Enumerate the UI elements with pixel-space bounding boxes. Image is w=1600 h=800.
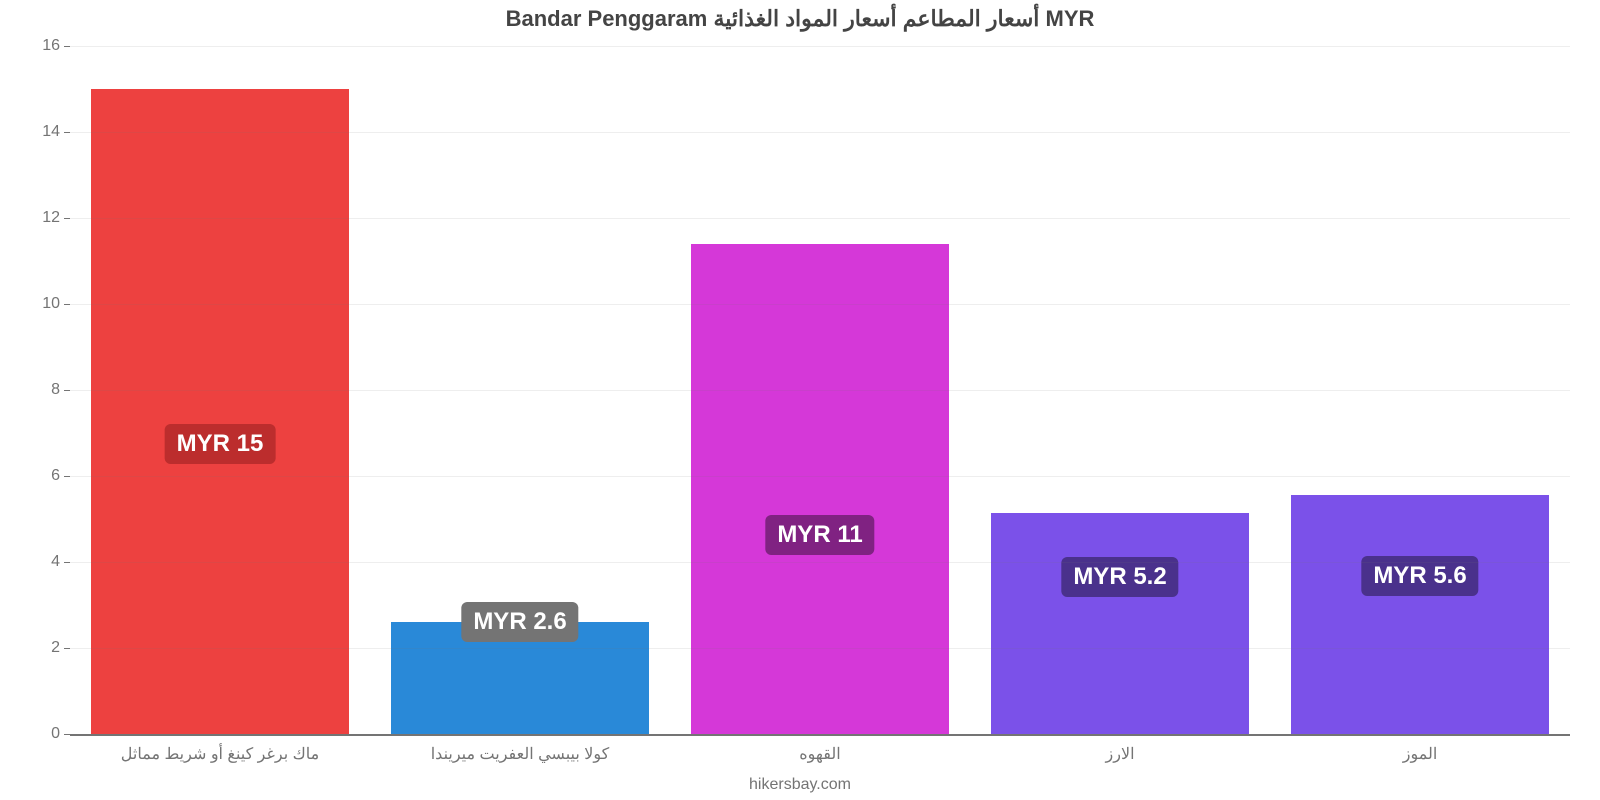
x-category-label: ماك برغر كينغ أو شريط مماثل: [121, 744, 319, 764]
bar-value-label: MYR 2.6: [461, 602, 578, 642]
y-gridline: [70, 218, 1570, 219]
y-tick-label: 8: [51, 381, 60, 399]
y-gridline: [70, 46, 1570, 47]
y-tick-mark: [64, 218, 70, 219]
y-tick-mark: [64, 476, 70, 477]
y-tick-mark: [64, 390, 70, 391]
y-tick-label: 12: [42, 209, 60, 227]
chart-title: Bandar Penggaram أسعار المطاعم أسعار الم…: [0, 6, 1600, 32]
y-tick-label: 16: [42, 37, 60, 55]
y-gridline: [70, 562, 1570, 563]
y-tick-mark: [64, 734, 70, 735]
y-tick-mark: [64, 132, 70, 133]
y-tick-label: 14: [42, 123, 60, 141]
bar-value-label: MYR 15: [165, 424, 276, 464]
y-tick-mark: [64, 46, 70, 47]
bar: [991, 513, 1249, 734]
y-tick-label: 4: [51, 553, 60, 571]
y-tick-mark: [64, 304, 70, 305]
plot-area: MYR 15MYR 2.6MYR 11MYR 5.2MYR 5.6 024681…: [70, 46, 1570, 736]
y-gridline: [70, 390, 1570, 391]
x-category-label: كولا بيبسي العفريت ميريندا: [431, 744, 610, 764]
y-gridline: [70, 476, 1570, 477]
y-tick-label: 6: [51, 467, 60, 485]
bar: [1291, 495, 1549, 734]
bar: [91, 89, 349, 734]
x-category-label: القهوه: [799, 744, 840, 764]
bar-value-label: MYR 11: [765, 515, 874, 555]
y-tick-label: 10: [42, 295, 60, 313]
x-category-label: الارز: [1105, 744, 1134, 764]
y-gridline: [70, 304, 1570, 305]
price-bar-chart: Bandar Penggaram أسعار المطاعم أسعار الم…: [0, 0, 1600, 800]
x-category-label: الموز: [1403, 744, 1438, 764]
y-gridline: [70, 132, 1570, 133]
y-tick-label: 2: [51, 639, 60, 657]
y-gridline: [70, 648, 1570, 649]
y-tick-mark: [64, 648, 70, 649]
chart-footer: hikersbay.com: [0, 776, 1600, 794]
y-tick-label: 0: [51, 725, 60, 743]
y-tick-mark: [64, 562, 70, 563]
bar: [691, 244, 949, 734]
